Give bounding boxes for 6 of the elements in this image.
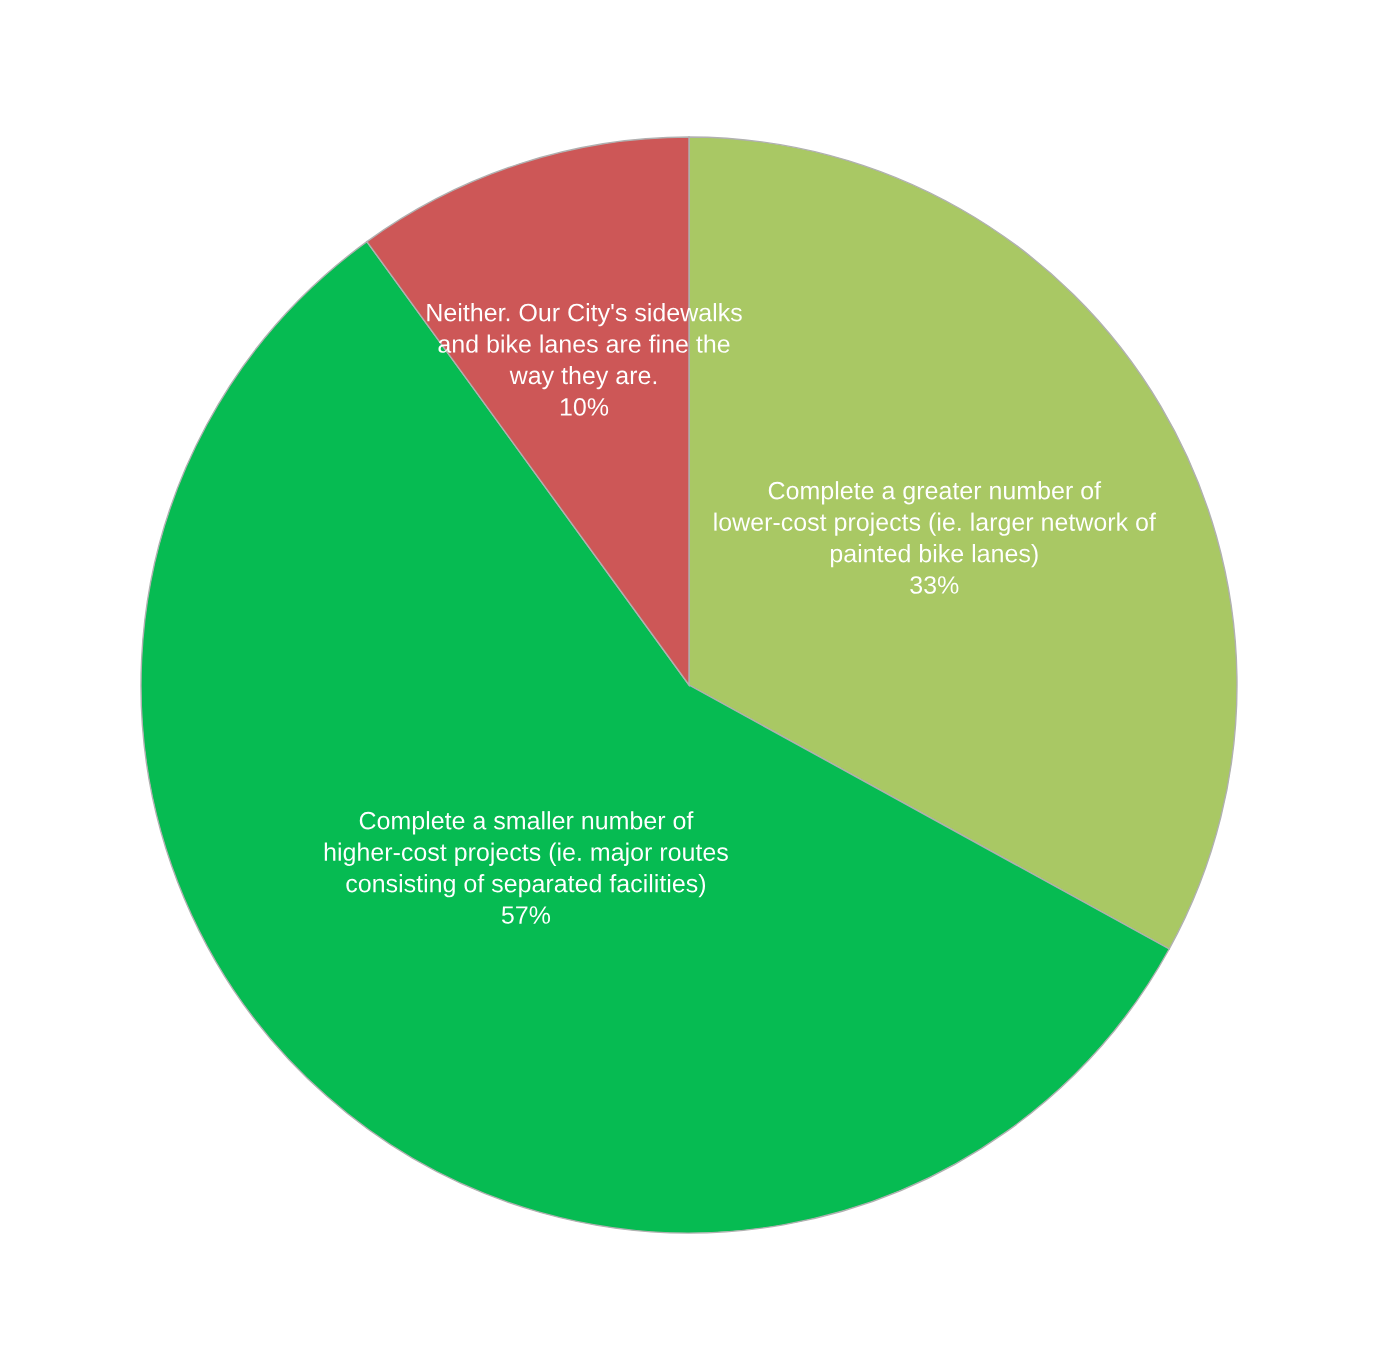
data-label: 57% (501, 906, 551, 924)
slice-label: Complete a smaller number of higher-cost projects (ie. major routes consisting of separated facilities) (324, 811, 728, 898)
slice-label: Complete a greater number of lower-cost projects (ie. larger network of painted bike lanes) (714, 481, 1156, 568)
data-label: 10% (560, 398, 609, 416)
data-label: 33% (910, 576, 959, 594)
slice-label: Neither. Our City's sidewalks and bike lanes are fine the way they are. (427, 303, 742, 390)
